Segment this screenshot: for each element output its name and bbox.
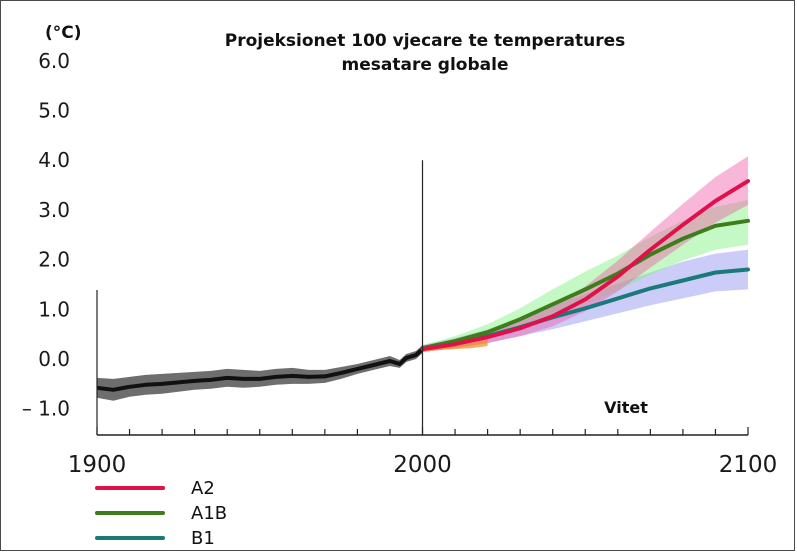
- line-historical: [96, 347, 424, 392]
- y-tick-label: 2.0: [38, 248, 70, 272]
- x-tick-label: 1900: [68, 452, 127, 478]
- historical-band: [97, 345, 423, 401]
- y-tick-label: 0.0: [38, 347, 70, 371]
- axes: [96, 160, 749, 436]
- x-axis-label: Vitet: [604, 398, 648, 417]
- legend: A2 A1B B1: [95, 478, 227, 549]
- x-tick-labels: 1900 2000 2100: [68, 452, 778, 478]
- chart-title-line-2: mesatare globale: [342, 55, 509, 75]
- y-tick-label: 4.0: [38, 148, 70, 172]
- legend-label-a2: A2: [191, 478, 215, 499]
- y-unit-label: (°C): [45, 23, 82, 43]
- x-tick-label: 2100: [719, 452, 778, 478]
- y-tick-label: 3.0: [38, 198, 70, 222]
- y-tick-label: 1.0: [38, 297, 70, 321]
- series-lines: [96, 179, 750, 392]
- y-tick-label: 5.0: [38, 99, 70, 123]
- line-a1b: [420, 218, 750, 351]
- chart-title-line-1: Projeksionet 100 vjecare te temperatures: [225, 31, 625, 51]
- y-tick-label: 6.0: [38, 49, 70, 73]
- x-tick-label: 2000: [393, 452, 452, 478]
- legend-label-a1b: A1B: [191, 503, 227, 524]
- y-tick-label: – 1.0: [22, 397, 70, 421]
- legend-label-b1: B1: [191, 528, 215, 549]
- y-tick-labels: 6.0 5.0 4.0 3.0 2.0 1.0 0.0 – 1.0: [22, 49, 70, 421]
- line-a2: [420, 179, 750, 352]
